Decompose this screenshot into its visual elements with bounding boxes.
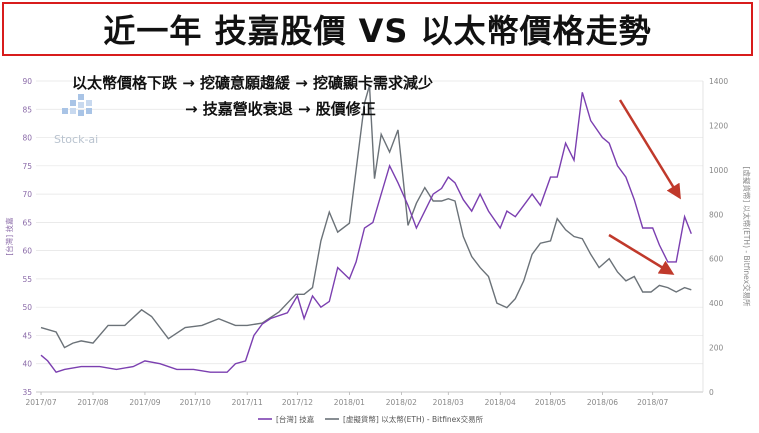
legend-label-eth: [虛擬貨幣] 以太幣(ETH) - Bitfinex交易所 [343,414,484,424]
x-tick-label: 2017/10 [180,398,211,407]
right-tick-label: 200 [709,344,724,353]
chart-area: 35 40 45 50 55 60 65 70 75 80 85 90 0 200 400 600 800 100… [0,60,759,433]
x-tick-label: 2018/05 [535,398,566,407]
left-tick-label: 35 [22,388,32,397]
right-tick-label: 1200 [709,121,728,130]
x-tick-label: 2017/09 [129,398,160,407]
x-tick-label: 2017/07 [25,398,56,407]
left-tick-label: 70 [22,190,32,199]
left-tick-label: 90 [22,77,32,86]
x-tick-label: 2018/07 [637,398,668,407]
left-tick-label: 45 [22,331,32,340]
stock-ai-logo-icon [58,90,118,150]
x-tick-label: 2017/11 [232,398,263,407]
x-tick-label: 2018/04 [485,398,516,407]
left-tick-label: 80 [22,134,32,143]
x-tick-label: 2018/02 [386,398,417,407]
annotation-line-2: → 技嘉營收衰退 → 股價修正 [185,100,376,118]
right-tick-label: 800 [709,210,724,219]
x-tick-label: 2018/06 [587,398,618,407]
left-tick-label: 85 [22,105,32,114]
left-tick-label: 60 [22,247,32,256]
downtrend-arrow-gigabyte [618,99,681,200]
x-tick-label: 2018/01 [334,398,365,407]
chart-title: 近一年 技嘉股價 VS 以太幣價格走勢 [103,12,652,50]
stock-ai-logo-text: Stock-ai [54,133,99,146]
left-axis-title: [台灣] 技嘉 [4,217,14,256]
eth-series-line [40,85,692,349]
right-tick-label: 400 [709,299,724,308]
right-tick-label: 1000 [709,166,728,175]
left-tick-label: 75 [22,162,32,171]
gigabyte-series-line [40,92,692,374]
right-tick-label: 600 [709,255,724,264]
x-tick-label: 2017/08 [77,398,108,407]
left-tick-label: 50 [22,303,32,312]
annotation-line-1: 以太幣價格下跌 → 挖礦意願趨緩 → 挖礦顯卡需求減少 [72,74,434,92]
x-tick-label: 2017/12 [282,398,313,407]
left-tick-label: 65 [22,218,32,227]
right-axis-title: [虛擬貨幣] 以太幣(ETH) - Bitfinex交易所 [742,166,752,307]
left-tick-label: 40 [22,360,32,369]
chart-svg: 35 40 45 50 55 60 65 70 75 80 85 90 0 200 400 600 800 100… [4,77,752,424]
legend-label-gigabyte: [台灣] 技嘉 [276,414,315,424]
downtrend-arrow-eth [608,233,675,275]
title-banner: 近一年 技嘉股價 VS 以太幣價格走勢 [2,2,753,56]
right-tick-label: 1400 [709,77,728,86]
x-tick-label: 2018/03 [433,398,464,407]
right-tick-label: 0 [709,388,714,397]
left-tick-label: 55 [22,275,32,284]
